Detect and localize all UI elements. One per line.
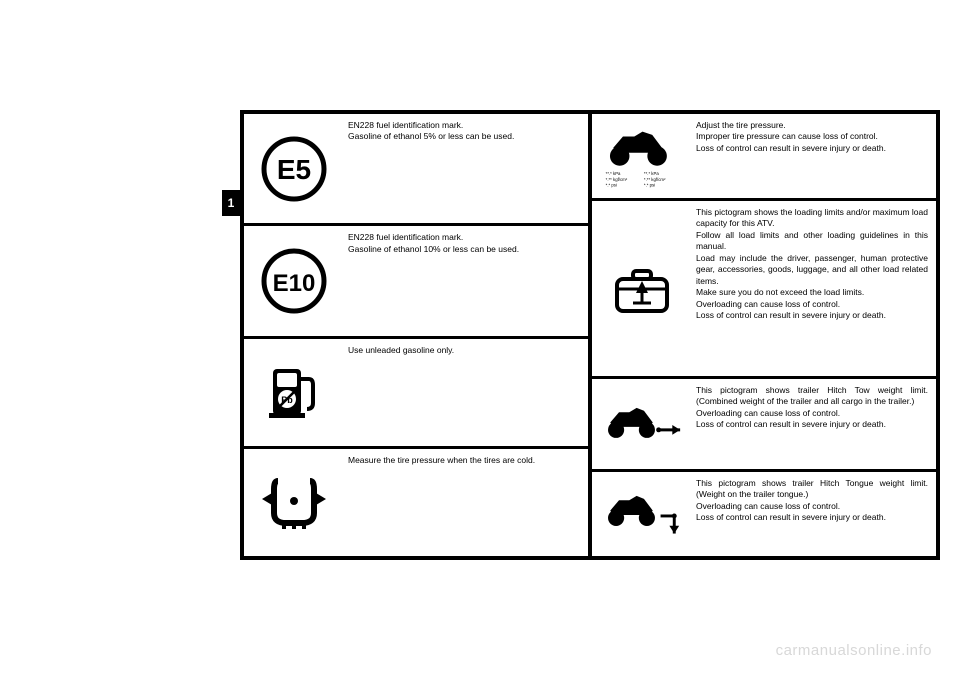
hitch-tow-icon [592, 379, 692, 469]
content-box: E5 EN228 fuel identification mark.Gasoli… [240, 110, 940, 560]
pressure-psi-l: *.* psi [606, 183, 617, 188]
cell-hitch-tongue: This pictogram shows trailer Hitch Tongu… [592, 472, 936, 556]
pressure-kgf-l: *.** kgf/cm² [606, 177, 628, 182]
e10-icon: E10 [244, 226, 344, 335]
cell-adjust-pressure-text: Adjust the tire pressure.Improper tire p… [692, 114, 936, 198]
tire-pressure-icon [244, 449, 344, 557]
pressure-kpa-l: **.* kPa [606, 171, 621, 176]
cell-e10-text: EN228 fuel identification mark.Gasoline … [344, 226, 588, 335]
e5-label: E5 [277, 154, 311, 185]
watermark: carmanualsonline.info [776, 642, 932, 659]
cell-e5: E5 EN228 fuel identification mark.Gasoli… [244, 114, 588, 223]
cell-e10: E10 EN228 fuel identification mark.Gasol… [244, 226, 588, 335]
cell-hitch-tongue-text: This pictogram shows trailer Hitch Tongu… [692, 472, 936, 556]
hitch-tongue-icon [592, 472, 692, 556]
right-column: **.* kPa **.* kPa *.** kgf/cm² *.** kgf/… [592, 114, 936, 556]
loading-limits-icon [592, 201, 692, 376]
cell-unleaded-text: Use unleaded gasoline only. [344, 339, 588, 446]
pressure-psi-r: *.* psi [644, 183, 655, 188]
e10-label: E10 [273, 270, 316, 297]
cell-tire-pressure-text: Measure the tire pressure when the tires… [344, 449, 588, 557]
section-tab: 1 [222, 190, 240, 216]
pressure-kpa-r: **.* kPa [644, 171, 659, 176]
cell-tire-pressure: Measure the tire pressure when the tires… [244, 449, 588, 557]
fuel-pump-icon: Pb [244, 339, 344, 446]
cell-loading-text: This pictogram shows the loading limits … [692, 201, 936, 376]
cell-hitch-tow-text: This pictogram shows trailer Hitch Tow w… [692, 379, 936, 469]
page: 1 E5 EN228 fuel identification mark.Gaso… [0, 0, 960, 679]
e5-icon: E5 [244, 114, 344, 223]
cell-loading: This pictogram shows the loading limits … [592, 201, 936, 376]
cell-hitch-tow: This pictogram shows trailer Hitch Tow w… [592, 379, 936, 469]
left-column: E5 EN228 fuel identification mark.Gasoli… [244, 114, 588, 556]
cell-unleaded: Pb Use unleaded gasoline only. [244, 339, 588, 446]
atv-pressure-icon: **.* kPa **.* kPa *.** kgf/cm² *.** kgf/… [592, 114, 692, 198]
cell-adjust-pressure: **.* kPa **.* kPa *.** kgf/cm² *.** kgf/… [592, 114, 936, 198]
cell-e5-text: EN228 fuel identification mark.Gasoline … [344, 114, 588, 223]
pressure-kgf-r: *.** kgf/cm² [644, 177, 666, 182]
